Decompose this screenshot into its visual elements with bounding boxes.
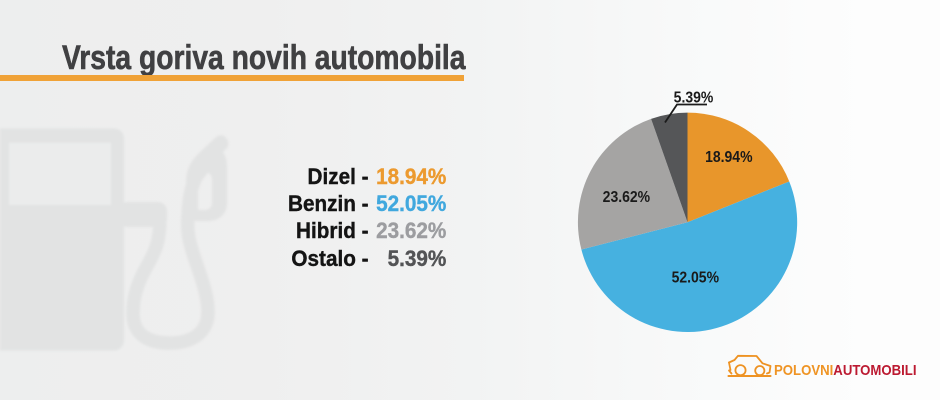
svg-text:23.62%: 23.62% bbox=[603, 188, 650, 206]
svg-text:5.39%: 5.39% bbox=[674, 89, 714, 107]
svg-text:52.05%: 52.05% bbox=[672, 268, 719, 286]
svg-text:18.94%: 18.94% bbox=[705, 148, 752, 166]
